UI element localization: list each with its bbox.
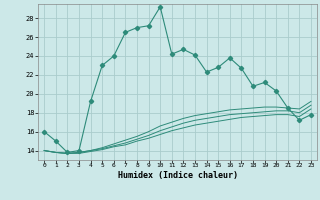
- X-axis label: Humidex (Indice chaleur): Humidex (Indice chaleur): [118, 171, 238, 180]
